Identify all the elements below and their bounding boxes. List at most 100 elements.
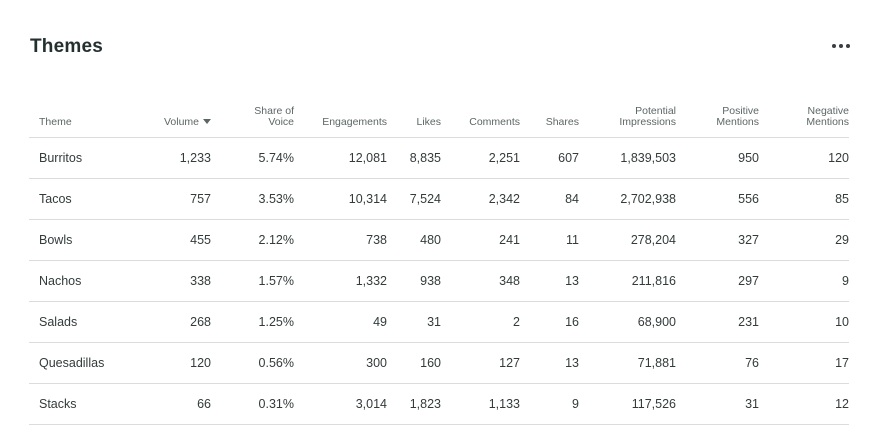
column-header-shares[interactable]: Shares: [520, 88, 579, 138]
metric-cell: 268: [121, 301, 211, 343]
header-label: Comments: [469, 116, 520, 128]
metric-cell: 160: [387, 342, 441, 384]
metric-cell: 29: [759, 219, 849, 261]
themes-table: Theme Volume Share of Voice Engagements Likes…: [29, 88, 849, 425]
metric-cell: 12: [759, 383, 849, 425]
metric-cell: 120: [759, 137, 849, 179]
theme-name-cell: Tacos: [29, 178, 121, 220]
table-row[interactable]: Burritos 1,233 5.74% 12,081 8,835 2,251 607 1,8…: [29, 137, 849, 179]
metric-cell: 0.31%: [211, 383, 294, 425]
metric-cell: 71,881: [579, 342, 676, 384]
header-label: Theme: [39, 116, 72, 128]
metric-cell: 556: [676, 178, 759, 220]
metric-cell: 300: [294, 342, 387, 384]
metric-cell: 241: [441, 219, 520, 261]
dot: [846, 44, 850, 48]
column-header-mentions[interactable]: Negative Mentions: [759, 88, 849, 138]
metric-cell: 1,233: [121, 137, 211, 179]
metric-cell: 68,900: [579, 301, 676, 343]
metric-cell: 1,823: [387, 383, 441, 425]
theme-name-cell: Burritos: [29, 137, 121, 179]
theme-name-cell: Stacks: [29, 383, 121, 425]
column-header-volume[interactable]: Volume: [121, 88, 211, 138]
table-row[interactable]: Stacks 66 0.31% 3,014 1,823 1,133 9 117,526 31 12: [29, 383, 849, 425]
metric-cell: 2,251: [441, 137, 520, 179]
metric-cell: 9: [520, 383, 579, 425]
metric-cell: 10: [759, 301, 849, 343]
metric-cell: 84: [520, 178, 579, 220]
metric-cell: 8,835: [387, 137, 441, 179]
metric-cell: 338: [121, 260, 211, 302]
header-label: Engagements: [322, 116, 387, 128]
column-header-comments[interactable]: Comments: [441, 88, 520, 138]
metric-cell: 10,314: [294, 178, 387, 220]
header-label: Shares: [545, 116, 579, 128]
metric-cell: 455: [121, 219, 211, 261]
metric-cell: 127: [441, 342, 520, 384]
metric-cell: 1.25%: [211, 301, 294, 343]
table-row[interactable]: Tacos 757 3.53% 10,314 7,524 2,342 84 2,702,938…: [29, 178, 849, 220]
dot: [832, 44, 836, 48]
metric-cell: 13: [520, 260, 579, 302]
metric-cell: 480: [387, 219, 441, 261]
metric-cell: 950: [676, 137, 759, 179]
theme-name-cell: Bowls: [29, 219, 121, 261]
header-label: Likes: [416, 116, 441, 128]
metric-cell: 12,081: [294, 137, 387, 179]
column-header-theme[interactable]: Theme: [29, 88, 121, 138]
header-line-1: Share of: [254, 105, 294, 117]
metric-cell: 211,816: [579, 260, 676, 302]
metric-cell: 231: [676, 301, 759, 343]
metric-cell: 938: [387, 260, 441, 302]
column-header-likes[interactable]: Likes: [387, 88, 441, 138]
table-row[interactable]: Salads 268 1.25% 49 31 2 16 68,900 231 10: [29, 301, 849, 343]
dot: [839, 44, 843, 48]
metric-cell: 76: [676, 342, 759, 384]
metric-cell: 31: [676, 383, 759, 425]
theme-name-cell: Nachos: [29, 260, 121, 302]
metric-cell: 5.74%: [211, 137, 294, 179]
sort-descending-icon[interactable]: [203, 119, 211, 124]
metric-cell: 2,702,938: [579, 178, 676, 220]
column-header-impressions[interactable]: Potential Impressions: [579, 88, 676, 138]
metric-cell: 120: [121, 342, 211, 384]
panel-title: Themes: [30, 36, 104, 57]
header-line-1: Potential: [635, 105, 676, 117]
table-row[interactable]: Quesadillas 120 0.56% 300 160 127 13 71,881 76 17: [29, 342, 849, 384]
header-label: Mentions: [806, 116, 849, 128]
metric-cell: 1,332: [294, 260, 387, 302]
column-header-mentions[interactable]: Positive Mentions: [676, 88, 759, 138]
column-header-voice[interactable]: Share of Voice: [211, 88, 294, 138]
metric-cell: 17: [759, 342, 849, 384]
more-options-icon[interactable]: [832, 39, 850, 53]
metric-cell: 3,014: [294, 383, 387, 425]
header-label: Impressions: [619, 116, 676, 128]
theme-name-cell: Quesadillas: [29, 342, 121, 384]
metric-cell: 348: [441, 260, 520, 302]
table-row[interactable]: Bowls 455 2.12% 738 480 241 11 278,204 327 29: [29, 219, 849, 261]
metric-cell: 2.12%: [211, 219, 294, 261]
theme-name-cell: Salads: [29, 301, 121, 343]
metric-cell: 757: [121, 178, 211, 220]
metric-cell: 85: [759, 178, 849, 220]
header-line-1: Positive: [722, 105, 759, 117]
metric-cell: 31: [387, 301, 441, 343]
header-label: Mentions: [716, 116, 759, 128]
column-header-engagements[interactable]: Engagements: [294, 88, 387, 138]
metric-cell: 1,839,503: [579, 137, 676, 179]
header-line-1: Negative: [807, 105, 849, 117]
metric-cell: 0.56%: [211, 342, 294, 384]
metric-cell: 7,524: [387, 178, 441, 220]
metric-cell: 13: [520, 342, 579, 384]
table-row[interactable]: Nachos 338 1.57% 1,332 938 348 13 211,816 297 9: [29, 260, 849, 302]
metric-cell: 2: [441, 301, 520, 343]
metric-cell: 11: [520, 219, 579, 261]
metric-cell: 2,342: [441, 178, 520, 220]
metric-cell: 16: [520, 301, 579, 343]
header-label: Voice: [268, 116, 294, 128]
metric-cell: 49: [294, 301, 387, 343]
metric-cell: 607: [520, 137, 579, 179]
metric-cell: 297: [676, 260, 759, 302]
metric-cell: 3.53%: [211, 178, 294, 220]
metric-cell: 327: [676, 219, 759, 261]
